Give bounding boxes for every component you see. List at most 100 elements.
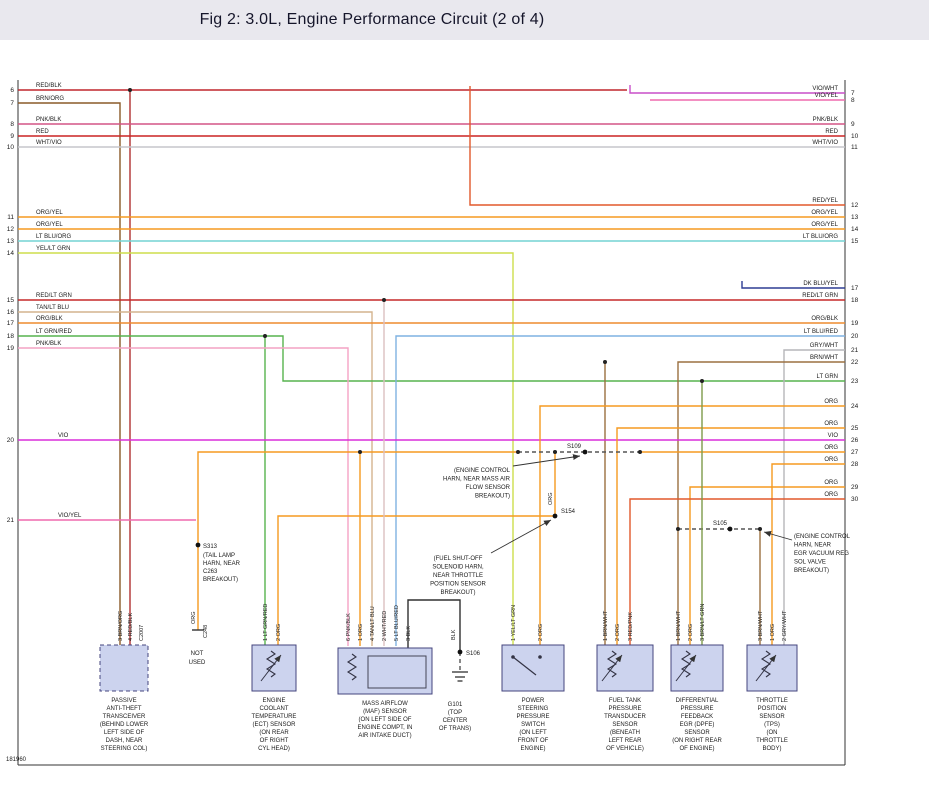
- wire-label: PNK/BLK: [36, 117, 61, 123]
- pin-label: 1 ORG: [358, 624, 364, 641]
- wire-label: BRN/ORG: [36, 96, 64, 102]
- misc-text: (TAIL LAMP: [203, 553, 235, 559]
- component-caption: (BEHIND LOWER: [100, 722, 149, 728]
- annotation-text: (ENGINE CONTROL: [454, 468, 511, 474]
- splice-s105: [727, 526, 733, 532]
- misc-text: OF TRANS): [439, 726, 471, 732]
- junction-dot: [700, 379, 704, 383]
- pin-label: 2 ORG: [615, 624, 621, 641]
- component-caption: BODY): [762, 746, 781, 752]
- wire-label: PNK/BLK: [813, 117, 838, 123]
- pin-label: 2 ORG: [276, 624, 282, 641]
- junction-dot: [553, 450, 557, 454]
- annotation-text: SOL VALVE: [794, 560, 826, 566]
- right-pin-number: 13: [851, 214, 859, 221]
- component-caption: (ON: [767, 730, 778, 736]
- wire: [771, 463, 845, 646]
- misc-text: USED: [189, 660, 206, 666]
- wire: [469, 86, 845, 206]
- left-pin-number: 10: [7, 144, 15, 151]
- resistor-symbol: [265, 650, 277, 678]
- maf-sensor: [337, 647, 433, 695]
- wire: [18, 311, 373, 646]
- splice-label: S109: [567, 444, 582, 450]
- annotation-arrow: [490, 519, 552, 554]
- wire-label: LT GRN: [817, 374, 838, 380]
- junction-dot: [603, 360, 607, 364]
- left-pin-number: 7: [10, 100, 14, 107]
- pin-label: 1 YEL/LT GRN: [511, 605, 517, 641]
- wire-label: VIO: [58, 433, 69, 439]
- wire: [629, 85, 845, 94]
- right-pin-number: 23: [851, 378, 859, 385]
- variable-arrow: [755, 654, 777, 682]
- annotation-arrow: [763, 531, 793, 541]
- splice-s109: [582, 449, 588, 455]
- tps-sensor: [746, 644, 798, 692]
- pin-label: 2 ORG: [688, 624, 694, 641]
- rotated-wire-label: BLK: [451, 629, 457, 640]
- wire-label: PNK/BLK: [36, 341, 61, 347]
- wire-label: VIO/WHT: [812, 86, 838, 92]
- left-pin-number: 19: [7, 345, 15, 352]
- annotation-text: HARN, NEAR: [794, 543, 832, 549]
- component-caption: DIFFERENTIAL: [676, 698, 719, 704]
- variable-arrow: [675, 654, 697, 682]
- left-pin-number: 6: [10, 87, 14, 94]
- annotation-arrow: [512, 454, 581, 467]
- left-pin-number: 12: [7, 226, 15, 233]
- splice-s313: [195, 542, 201, 548]
- junction-dot: [758, 527, 762, 531]
- wire-label: RED: [36, 129, 49, 135]
- component-caption: FUEL TANK: [609, 698, 641, 704]
- wire: [689, 486, 845, 646]
- left-pin-number: 9: [10, 133, 14, 140]
- wire-label: VIO/YEL: [815, 93, 839, 99]
- wire-label: RED/YEL: [812, 198, 838, 204]
- right-pin-number: 18: [851, 297, 859, 304]
- component-caption: PRESSURE: [516, 714, 549, 720]
- ect-sensor: [251, 644, 297, 692]
- wire-label: ORG/BLK: [36, 316, 63, 322]
- pin-label: 3 BLK: [406, 626, 412, 641]
- pin-label: 3 BRN/LT GRN: [700, 604, 706, 641]
- variable-arrow: [260, 654, 282, 682]
- wire-label: WHT/VIO: [36, 140, 62, 146]
- wire: [18, 252, 514, 646]
- wire: [18, 102, 121, 646]
- junction-dot: [358, 450, 362, 454]
- right-pin-number: 7: [851, 90, 855, 97]
- pin-label: 3 RED/PNK: [628, 612, 634, 641]
- junction-dot: [128, 88, 132, 92]
- left-pin-number: 13: [7, 238, 15, 245]
- fuel-tank-pressure-sensor: [596, 644, 654, 692]
- dpfe-sensor: [670, 644, 724, 692]
- component-caption: PRESSURE: [608, 706, 641, 712]
- misc-text: C263: [203, 569, 218, 575]
- resistor-symbol: [760, 650, 772, 678]
- left-pin-number: 14: [7, 250, 15, 257]
- annotation-text: POSITION SENSOR: [430, 582, 486, 588]
- pin-label: 2 WHT/RED: [382, 611, 388, 641]
- junction-dot: [638, 450, 642, 454]
- misc-text: BREAKOUT): [203, 577, 238, 583]
- pin-label: 2 ORG: [538, 624, 544, 641]
- annotation-text: BREAKOUT): [440, 590, 475, 596]
- wire-label: VIO/YEL: [58, 513, 82, 519]
- resistor-symbol: [680, 650, 692, 678]
- right-pin-number: 14: [851, 226, 859, 233]
- component-caption: AIR INTAKE DUCT): [358, 733, 411, 739]
- pin-label: 3 BRN/ORG: [118, 611, 124, 641]
- wire: [616, 427, 845, 646]
- left-pin-number: 18: [7, 333, 15, 340]
- power-steering-pressure-switch: [501, 644, 565, 692]
- wire-label: RED/LT GRN: [802, 293, 838, 299]
- wire-label: ORG: [824, 480, 838, 486]
- misc-text: CENTER: [443, 718, 468, 724]
- wire-label: ORG/BLK: [811, 316, 838, 322]
- component-caption: EGR (DPFE): [680, 722, 715, 728]
- annotation-text: BREAKOUT): [794, 568, 829, 574]
- component-caption: SENSOR: [684, 730, 710, 736]
- component-caption: MASS AIRFLOW: [362, 701, 408, 707]
- junction-dot: [676, 527, 680, 531]
